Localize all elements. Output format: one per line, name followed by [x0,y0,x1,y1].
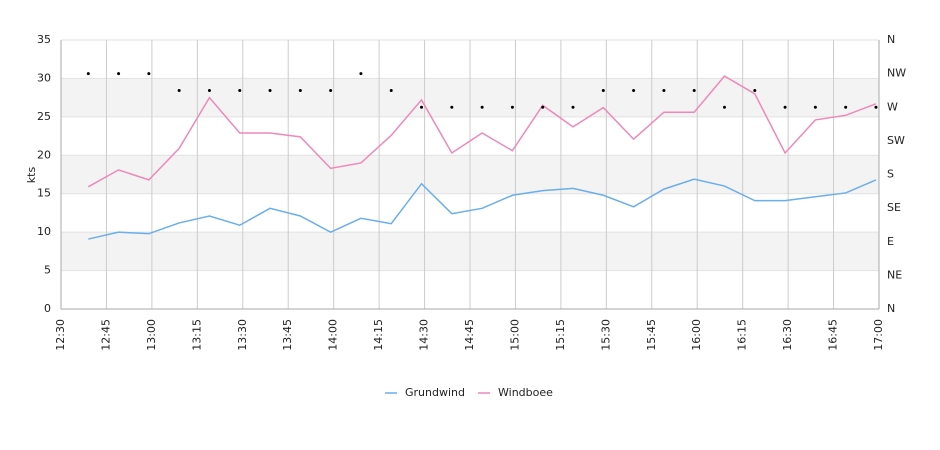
direction-dot [632,88,636,92]
direction-dot [359,72,363,76]
direction-dot [207,88,211,92]
y2-tick-label: NW [887,67,906,80]
x-tick-label: 14:45 [463,319,476,351]
x-tick-label: 14:00 [327,319,340,351]
y-tick-label: 25 [37,110,51,123]
direction-dot [86,72,90,76]
y2-tick-label: S [887,168,894,181]
series-line [88,178,877,240]
y-tick-label: 5 [44,264,51,277]
x-tick-label: 13:45 [281,319,294,351]
direction-dot [298,88,302,92]
x-tick-label: 14:30 [418,319,431,351]
direction-dot [813,105,817,109]
direction-dot [147,72,151,76]
direction-dot [450,105,454,109]
direction-dot [329,88,333,92]
y2-tick-label: SE [887,201,901,214]
x-tick-label: 13:30 [236,319,249,351]
direction-dot [117,72,121,76]
direction-dot [874,105,878,109]
x-tick-label: 16:45 [827,319,840,351]
y-axis-label: kts [25,167,38,184]
y-tick-label: 30 [37,71,51,84]
x-tick-label: 12:45 [99,319,112,351]
x-tick-label: 16:30 [781,319,794,351]
direction-dot [662,88,666,92]
x-tick-label: 17:00 [872,319,885,351]
legend-label: Windboee [498,386,553,399]
direction-dot [844,105,848,109]
y2-tick-label: N [887,302,895,315]
direction-dot [722,105,726,109]
legend-label: Grundwind [405,386,465,399]
x-tick-label: 15:00 [508,319,521,351]
y-tick-label: 20 [37,148,51,161]
y2-tick-label: SW [887,134,905,147]
direction-dot [268,88,272,92]
direction-dot [783,105,787,109]
x-tick-label: 15:15 [554,319,567,351]
direction-dot [510,105,514,109]
direction-dot [571,105,575,109]
direction-dot [420,105,424,109]
x-tick-label: 16:00 [690,319,703,351]
x-tick-label: 13:15 [190,319,203,351]
y2-tick-label: E [887,235,894,248]
x-tick-label: 14:15 [372,319,385,351]
x-tick-label: 12:30 [54,319,67,351]
x-tick-label: 15:45 [645,319,658,351]
y2-tick-label: W [887,100,898,113]
direction-dot [480,105,484,109]
direction-dot [601,88,605,92]
y-tick-label: 10 [37,225,51,238]
y2-tick-label: NE [887,268,902,281]
x-tick-label: 16:15 [736,319,749,351]
x-tick-label: 15:30 [599,319,612,351]
direction-dot [238,88,242,92]
y-tick-label: 35 [37,33,51,46]
direction-dot [177,88,181,92]
series-line [87,75,877,188]
x-tick-label: 13:00 [145,319,158,351]
y-tick-label: 15 [37,187,51,200]
y-tick-label: 0 [44,302,51,315]
direction-dot [389,88,393,92]
y2-tick-label: N [887,33,895,46]
direction-dot [692,88,696,92]
direction-dot [753,88,757,92]
direction-dot [541,105,545,109]
